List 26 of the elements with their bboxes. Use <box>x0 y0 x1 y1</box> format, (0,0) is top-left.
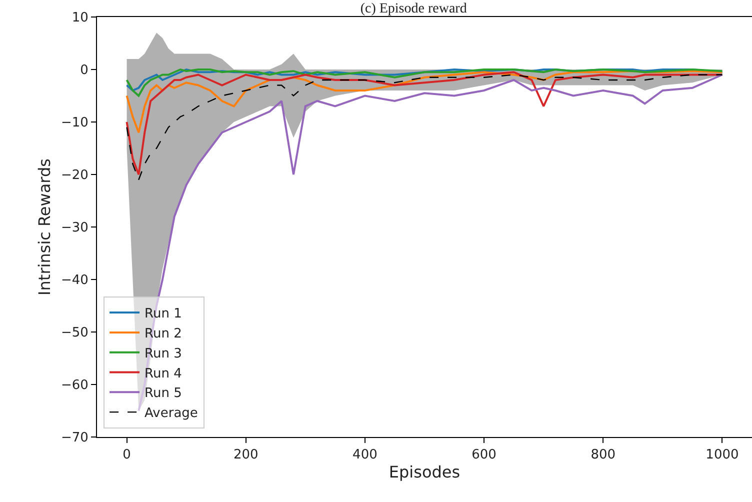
y-axis-title: Intrinsic Rewards <box>34 158 54 296</box>
y-tick-label: −70 <box>60 430 88 446</box>
legend-label: Average <box>144 406 198 422</box>
y-tick-label: 10 <box>72 10 88 26</box>
y-tick-label: −30 <box>60 220 88 236</box>
y-tick-label: −20 <box>60 168 88 184</box>
x-tick-label: 200 <box>233 448 258 463</box>
legend-label: Run 2 <box>144 326 182 342</box>
line-series <box>126 70 724 134</box>
legend-label: Run 4 <box>144 366 182 382</box>
x-tick-label: 400 <box>352 448 378 463</box>
chart-title: (c) Episode reward <box>360 1 467 16</box>
x-tick-label: 0 <box>122 448 131 463</box>
y-tick-label: −50 <box>60 326 88 341</box>
x-tick-label: 600 <box>472 448 496 463</box>
y-tick-label: −60 <box>60 378 88 394</box>
y-tick-label: −40 <box>60 273 88 288</box>
y-tick-label: −10 <box>60 116 88 131</box>
legend-label: Run 3 <box>144 346 182 362</box>
legend-label: Run 5 <box>144 386 182 402</box>
legend-label: Run 1 <box>144 306 182 322</box>
x-tick-label: 1000 <box>706 448 739 463</box>
line-series <box>126 68 724 97</box>
x-axis-title: Episodes <box>388 462 460 482</box>
x-tick-label: 800 <box>590 448 616 463</box>
y-tick-label: 0 <box>80 63 88 78</box>
